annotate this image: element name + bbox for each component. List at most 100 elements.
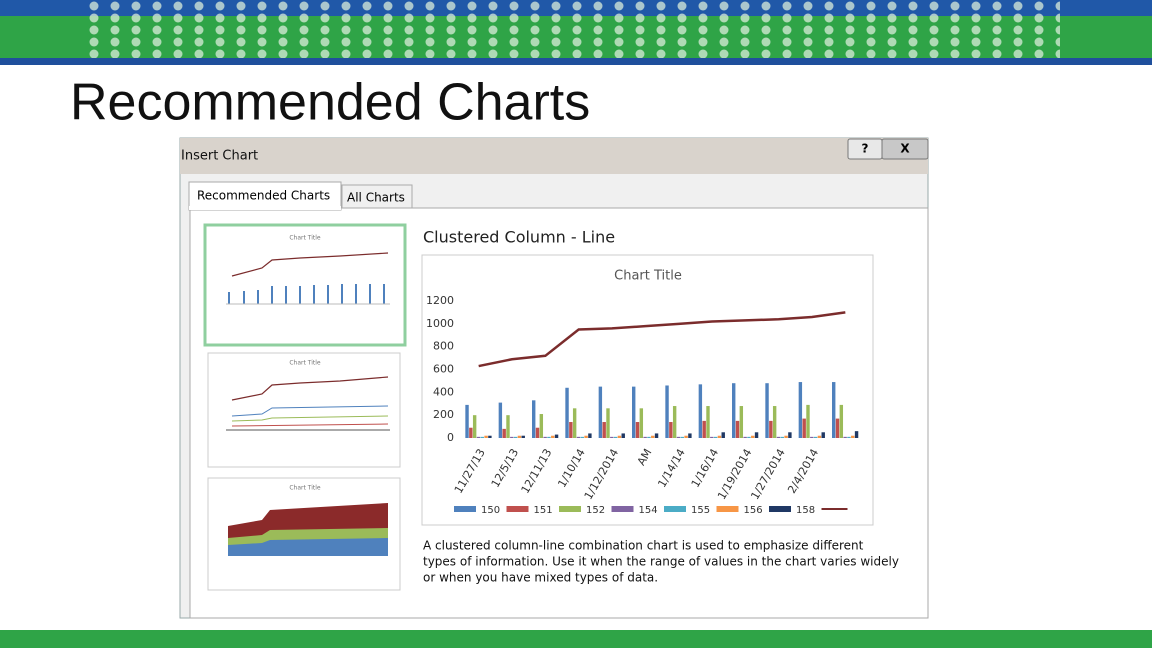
legend-label: 156: [744, 505, 763, 516]
bar: [617, 435, 622, 438]
bar: [532, 400, 536, 438]
bar: [498, 402, 503, 438]
thumbnail-line: [231, 405, 389, 417]
slide-title: Recommended Charts: [70, 74, 590, 132]
bar: [569, 422, 573, 438]
thumbnail-title: Chart Title: [289, 360, 321, 367]
banner-line: [0, 58, 1152, 65]
bar: [510, 436, 514, 438]
dialog-title: Insert Chart: [181, 149, 258, 164]
bar: [676, 436, 681, 438]
legend-label: 158: [796, 505, 815, 516]
bar: [698, 384, 703, 438]
chart-frame: [421, 254, 874, 526]
tab-active[interactable]: [188, 181, 342, 211]
thumbnail-line: [231, 423, 389, 427]
tab[interactable]: [341, 184, 413, 209]
bar: [813, 436, 818, 438]
bar: [647, 436, 651, 438]
bar: [484, 435, 488, 438]
bar: [835, 418, 840, 438]
bar: [669, 422, 673, 438]
y-tick-label: 0: [447, 431, 454, 444]
bar: [472, 415, 477, 438]
bar: [517, 435, 522, 438]
chart-title: Chart Title: [614, 269, 682, 284]
legend-label: 154: [639, 505, 658, 516]
bar: [535, 427, 540, 438]
bar: [839, 404, 844, 438]
bar: [780, 436, 784, 438]
bar: [810, 436, 814, 438]
bar: [751, 435, 755, 438]
y-tick-label: 400: [433, 385, 454, 398]
bar: [713, 436, 718, 438]
bar: [680, 436, 684, 438]
bar: [588, 433, 592, 438]
help-label: ?: [862, 142, 869, 156]
bar: [802, 418, 806, 438]
thumbnail-line: [231, 252, 389, 277]
bar: [684, 435, 688, 438]
thumbnail-title: Chart Title: [289, 485, 321, 492]
legend-swatch: [611, 506, 634, 512]
bar: [543, 436, 547, 438]
bar: [513, 436, 518, 438]
bar: [772, 406, 777, 438]
bar: [832, 382, 836, 438]
bar: [743, 436, 747, 438]
bar: [469, 427, 473, 438]
legend-label: 150: [481, 505, 500, 516]
bar: [854, 431, 859, 438]
bar: [717, 435, 722, 438]
bar: [732, 383, 736, 438]
legend-swatch: [559, 506, 581, 512]
bar: [739, 406, 744, 438]
bar: [598, 386, 603, 438]
bar: [665, 385, 669, 438]
bar: [551, 435, 555, 438]
bar: [502, 428, 506, 438]
bar: [572, 408, 577, 438]
legend-label: 151: [534, 505, 553, 516]
bar: [806, 404, 810, 438]
bar: [554, 434, 559, 438]
bar: [747, 436, 751, 438]
bar: [465, 404, 469, 438]
bar: [721, 432, 725, 438]
bar: [702, 420, 706, 438]
bar: [672, 406, 677, 438]
legend-swatch: [506, 506, 529, 512]
y-tick-label: 1200: [426, 294, 454, 307]
bar: [547, 436, 551, 438]
bar: [635, 422, 640, 438]
bar: [688, 433, 692, 438]
close-button[interactable]: [881, 138, 929, 160]
bar: [706, 406, 710, 438]
bar: [606, 408, 610, 438]
preview-heading: Clustered Column - Line: [423, 228, 615, 247]
bar: [584, 435, 588, 438]
thumbnail[interactable]: [207, 352, 401, 468]
bar: [476, 436, 481, 438]
tab-label: Recommended Charts: [197, 189, 330, 203]
bar: [643, 436, 647, 438]
bar: [654, 433, 659, 438]
thumbnail-title: Chart Title: [289, 235, 321, 242]
bar: [613, 436, 618, 438]
y-tick-label: 600: [433, 363, 454, 376]
bar: [521, 435, 525, 438]
banner-dots: [80, 0, 1060, 58]
description: or when you have mixed types of data.: [423, 571, 658, 585]
legend-swatch: [664, 506, 686, 512]
description: A clustered column-line combination char…: [423, 539, 864, 553]
legend-swatch: [716, 506, 739, 512]
bar: [776, 436, 781, 438]
bar: [851, 435, 855, 438]
thumbnail-area: [228, 538, 388, 556]
bar: [735, 420, 740, 438]
y-tick-label: 1000: [426, 317, 454, 330]
thumbnail-selected[interactable]: [203, 223, 407, 347]
bar: [610, 436, 614, 438]
